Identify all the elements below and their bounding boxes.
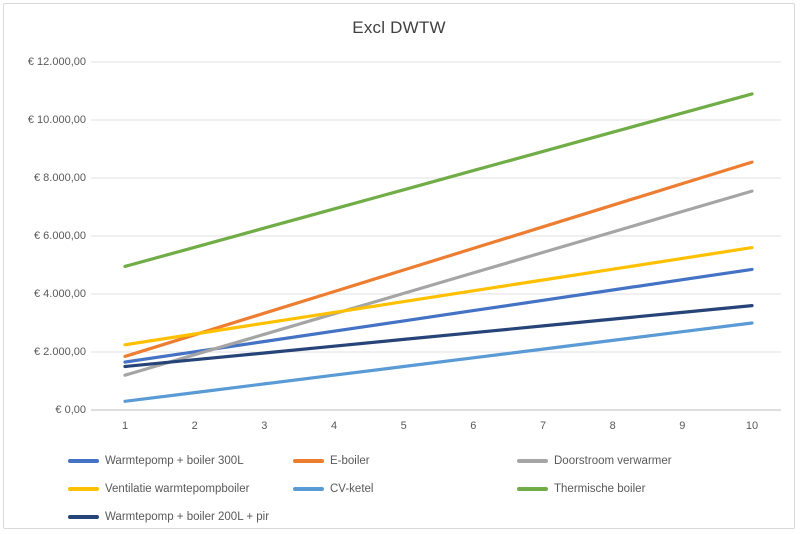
series-line-e-boiler[interactable] [123, 160, 754, 358]
x-axis-tick-label: 9 [679, 420, 686, 432]
x-axis-tick-label: 2 [191, 420, 198, 432]
chart-area: Excl DWTW € 0,00 € 2.000,00 € 4.000,00 € 6.… [3, 3, 795, 529]
legend-item-warmtepomp-boiler-200l-pir[interactable]: Warmtepomp + boiler 200L + pir [68, 503, 293, 528]
legend-item-warmtepomp-boiler-300l[interactable]: Warmtepomp + boiler 300L [68, 447, 293, 475]
x-axis-tick-label: 6 [470, 420, 477, 432]
legend-item-doorstroom-verwarmer[interactable]: Doorstroom verwarmer [517, 447, 780, 475]
legend-swatch-icon [517, 487, 548, 491]
series-line-cv-ketel[interactable] [123, 321, 754, 403]
chart-title[interactable]: Excl DWTW [352, 18, 446, 37]
legend: Warmtepomp + boiler 300L E-boiler Doorstro… [68, 447, 780, 528]
y-axis-tick-label: € 10.000,00 [27, 114, 86, 126]
legend-swatch-icon [293, 459, 324, 463]
legend-item-thermische-boiler[interactable]: Thermische boiler [517, 475, 780, 503]
legend-label: CV-ketel [330, 483, 374, 495]
legend-swatch-icon [517, 459, 548, 463]
series-line-warmtepomp-boiler-300l[interactable] [123, 267, 754, 364]
legend-item-cv-ketel[interactable]: CV-ketel [293, 475, 517, 503]
legend-swatch-icon [68, 515, 99, 519]
x-axis-tick-label: 1 [121, 420, 129, 432]
x-axis-tick-label: 8 [609, 420, 616, 432]
legend-item-ventilatie-warmtepompboiler[interactable]: Ventilatie warmtepompboiler [68, 475, 293, 503]
legend-swatch-icon [68, 487, 99, 491]
legend-swatch-icon [68, 459, 99, 463]
x-axis-tick-label: 3 [261, 420, 268, 432]
y-axis-tick-label: € 8.000,00 [34, 172, 86, 184]
legend-label: Warmtepomp + boiler 300L [105, 455, 244, 467]
plot-area [91, 61, 781, 411]
legend-label: Thermische boiler [554, 483, 646, 495]
y-axis-tick-label: € 0,00 [55, 404, 86, 416]
legend-item-e-boiler[interactable]: E-boiler [293, 447, 517, 475]
legend-label: Warmtepomp + boiler 200L + pir [105, 511, 270, 523]
legend-label: E-boiler [330, 455, 370, 467]
x-axis-tick-label: 5 [400, 420, 407, 432]
legend-swatch-icon [293, 487, 324, 491]
x-axis-tick-label: 4 [330, 420, 338, 432]
legend-label: Ventilatie warmtepompboiler [105, 483, 250, 495]
series-line-doorstroom-verwarmer[interactable] [123, 189, 754, 377]
legend-label: Doorstroom verwarmer [554, 455, 672, 467]
series-line-thermische-boiler[interactable] [123, 92, 754, 268]
y-axis-tick-label: € 2.000,00 [34, 346, 86, 358]
y-axis-tick-label: € 6.000,00 [34, 230, 86, 242]
y-axis-tick-label: € 12.000,00 [27, 56, 86, 68]
y-axis-tick-label: € 4.000,00 [34, 288, 86, 300]
x-axis-tick-label: 7 [539, 420, 547, 432]
x-axis-tick-label: 10 [745, 420, 759, 432]
series-line-ventilatie-warmtepompboiler[interactable] [123, 246, 754, 347]
series-line-warmtepomp-boiler-200l-pir[interactable] [123, 304, 754, 369]
